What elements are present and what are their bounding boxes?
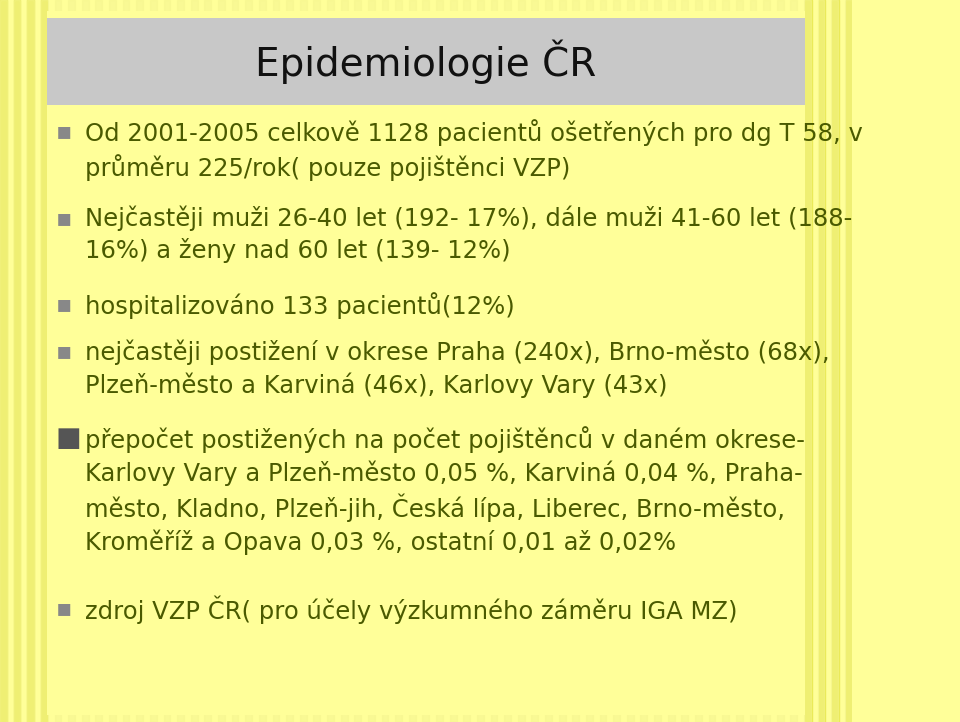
- Bar: [231, 0, 238, 722]
- Bar: [777, 0, 783, 722]
- Text: přepočet postižených na počet pojištěnců v daném okrese-
Karlovy Vary a Plzeň-mě: přepočet postižených na počet pojištěnců…: [85, 426, 805, 555]
- Bar: [409, 0, 416, 722]
- Bar: [136, 0, 143, 722]
- Bar: [163, 0, 170, 722]
- Bar: [804, 0, 812, 722]
- Bar: [763, 0, 770, 722]
- Bar: [41, 0, 47, 722]
- Text: ▪: ▪: [56, 292, 72, 316]
- Bar: [831, 0, 838, 722]
- Bar: [627, 0, 634, 722]
- Bar: [532, 0, 539, 722]
- Text: zdroj VZP ČR( pro účely výzkumného záměru IGA MZ): zdroj VZP ČR( pro účely výzkumného záměr…: [85, 596, 737, 624]
- Bar: [545, 0, 552, 722]
- Bar: [449, 0, 457, 722]
- Text: Od 2001-2005 celkově 1128 pacientů ošetřených pro dg T 58, v
průměru 225/rok( po: Od 2001-2005 celkově 1128 pacientů ošetř…: [85, 119, 863, 180]
- Text: ▪: ▪: [56, 339, 72, 363]
- Bar: [396, 0, 402, 722]
- Bar: [218, 0, 225, 722]
- Bar: [300, 0, 306, 722]
- Text: ▪: ▪: [56, 596, 72, 619]
- Bar: [819, 0, 826, 722]
- Bar: [559, 0, 565, 722]
- Bar: [504, 0, 511, 722]
- Bar: [436, 0, 443, 722]
- Bar: [13, 0, 20, 722]
- Text: hospitalizováno 133 pacientů(12%): hospitalizováno 133 pacientů(12%): [85, 292, 515, 319]
- Bar: [150, 0, 156, 722]
- Text: Epidemiologie ČR: Epidemiologie ČR: [255, 39, 596, 84]
- Bar: [722, 0, 729, 722]
- Bar: [68, 0, 75, 722]
- Bar: [27, 0, 34, 722]
- Bar: [27, 0, 34, 722]
- Bar: [695, 0, 702, 722]
- Bar: [682, 0, 688, 722]
- Bar: [191, 0, 198, 722]
- Bar: [368, 0, 374, 722]
- Bar: [845, 0, 852, 722]
- Bar: [736, 0, 743, 722]
- Bar: [0, 0, 7, 722]
- Bar: [95, 0, 102, 722]
- Bar: [109, 0, 116, 722]
- Bar: [341, 0, 348, 722]
- Bar: [517, 0, 525, 722]
- Bar: [572, 0, 579, 722]
- Bar: [804, 0, 811, 722]
- Bar: [204, 0, 211, 722]
- Bar: [654, 0, 660, 722]
- Bar: [313, 0, 321, 722]
- Bar: [613, 0, 620, 722]
- Bar: [41, 0, 48, 722]
- Bar: [178, 0, 184, 722]
- Bar: [477, 0, 484, 722]
- Bar: [259, 0, 266, 722]
- Bar: [246, 0, 252, 722]
- Bar: [422, 0, 429, 722]
- Text: nejčastěji postižení v okrese Praha (240x), Brno-město (68x),
Plzeň-město a Karv: nejčastěji postižení v okrese Praha (240…: [85, 339, 829, 398]
- Bar: [818, 0, 825, 722]
- Bar: [273, 0, 279, 722]
- Bar: [586, 0, 593, 722]
- Bar: [708, 0, 715, 722]
- Bar: [464, 0, 470, 722]
- Bar: [55, 0, 61, 722]
- Bar: [13, 0, 20, 722]
- Bar: [123, 0, 130, 722]
- Bar: [846, 0, 852, 722]
- Bar: [750, 0, 756, 722]
- Bar: [790, 0, 797, 722]
- FancyBboxPatch shape: [47, 11, 804, 715]
- Bar: [354, 0, 361, 722]
- Bar: [381, 0, 389, 722]
- Bar: [600, 0, 607, 722]
- Bar: [832, 0, 839, 722]
- Bar: [0, 0, 7, 722]
- Bar: [668, 0, 675, 722]
- FancyBboxPatch shape: [47, 18, 804, 105]
- Text: ■: ■: [56, 426, 81, 452]
- Text: ▪: ▪: [56, 119, 72, 143]
- Text: Nejčastěji muži 26-40 let (192- 17%), dále muži 41-60 let (188-
16%) a ženy nad : Nejčastěji muži 26-40 let (192- 17%), dá…: [85, 206, 852, 264]
- Bar: [640, 0, 647, 722]
- Bar: [286, 0, 293, 722]
- Bar: [82, 0, 88, 722]
- Bar: [491, 0, 497, 722]
- Text: ▪: ▪: [56, 206, 72, 230]
- Bar: [327, 0, 334, 722]
